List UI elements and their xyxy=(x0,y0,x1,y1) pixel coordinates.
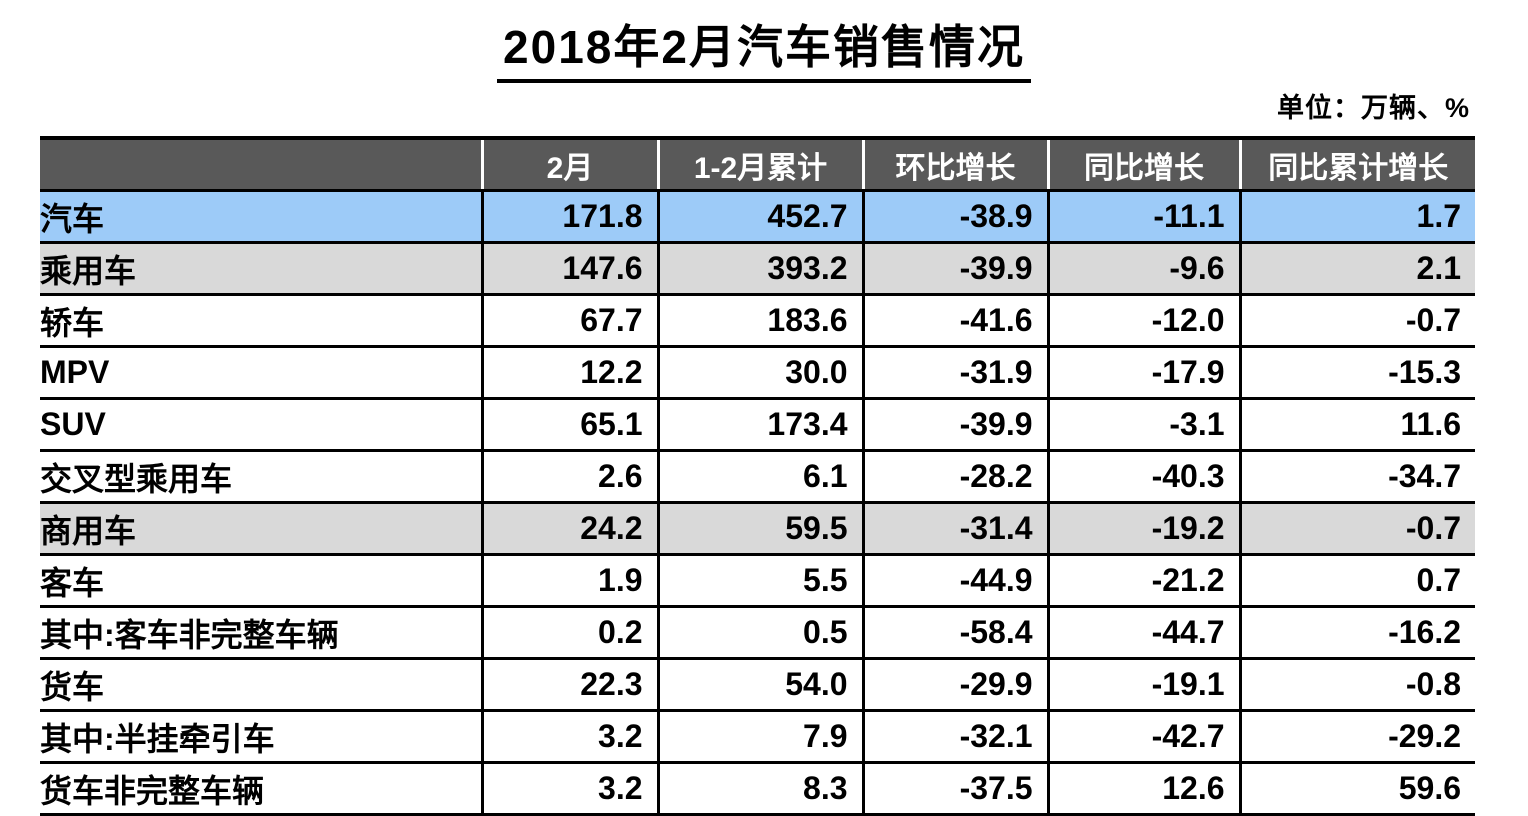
table-cell: -44.7 xyxy=(1046,606,1240,660)
row-label: 轿车 xyxy=(40,294,482,348)
table-row: 其中:半挂牵引车 3.2 7.9 -32.1 -42.7 -29.2 xyxy=(40,710,1475,764)
row-label: 货车 xyxy=(40,658,482,712)
table-cell: 0.7 xyxy=(1238,554,1475,608)
table-cell: 7.9 xyxy=(656,710,863,764)
column-header-jan-feb-total: 1-2月累计 xyxy=(656,136,863,192)
table-cell: -40.3 xyxy=(1046,450,1240,504)
page-title: 2018年2月汽车销售情况 xyxy=(497,22,1031,83)
table-row: 轿车 67.7 183.6 -41.6 -12.0 -0.7 xyxy=(40,294,1475,348)
table-row: 货车 22.3 54.0 -29.9 -19.1 -0.8 xyxy=(40,658,1475,712)
row-label: MPV xyxy=(40,346,482,400)
table-cell: -58.4 xyxy=(861,606,1048,660)
table-cell: 173.4 xyxy=(656,398,863,452)
table-cell: -11.1 xyxy=(1046,190,1240,244)
column-header-feb: 2月 xyxy=(480,136,658,192)
table-cell: 24.2 xyxy=(480,502,658,556)
table-cell: 0.2 xyxy=(480,606,658,660)
table-cell: 59.6 xyxy=(1238,762,1475,816)
row-label: 货车非完整车辆 xyxy=(40,762,482,816)
column-header-yoy-growth: 同比增长 xyxy=(1046,136,1240,192)
table-cell: 8.3 xyxy=(656,762,863,816)
table-row: 乘用车 147.6 393.2 -39.9 -9.6 2.1 xyxy=(40,242,1475,296)
table-row: 货车非完整车辆 3.2 8.3 -37.5 12.6 59.6 xyxy=(40,762,1475,816)
table-cell: 0.5 xyxy=(656,606,863,660)
unit-note: 单位：万辆、% xyxy=(1276,93,1470,123)
row-label: 客车 xyxy=(40,554,482,608)
table-cell: 147.6 xyxy=(480,242,658,296)
table-cell: -0.7 xyxy=(1238,502,1475,556)
table-cell: -37.5 xyxy=(861,762,1048,816)
table-cell: -15.3 xyxy=(1238,346,1475,400)
table-cell: 59.5 xyxy=(656,502,863,556)
column-header-category xyxy=(40,136,482,192)
table-cell: -9.6 xyxy=(1046,242,1240,296)
table-cell: 3.2 xyxy=(480,710,658,764)
table-cell: -17.9 xyxy=(1046,346,1240,400)
row-label: 交叉型乘用车 xyxy=(40,450,482,504)
table-cell: 65.1 xyxy=(480,398,658,452)
title-wrap: 2018年2月汽车销售情况 xyxy=(0,22,1528,83)
table-cell: 54.0 xyxy=(656,658,863,712)
table-cell: 11.6 xyxy=(1238,398,1475,452)
table-row: 其中:客车非完整车辆 0.2 0.5 -58.4 -44.7 -16.2 xyxy=(40,606,1475,660)
table-cell: -12.0 xyxy=(1046,294,1240,348)
table-cell: 3.2 xyxy=(480,762,658,816)
table-cell: -3.1 xyxy=(1046,398,1240,452)
table-cell: 12.2 xyxy=(480,346,658,400)
table-cell: -34.7 xyxy=(1238,450,1475,504)
table-row: 商用车 24.2 59.5 -31.4 -19.2 -0.7 xyxy=(40,502,1475,556)
table-cell: -31.9 xyxy=(861,346,1048,400)
column-header-mom-growth: 环比增长 xyxy=(861,136,1048,192)
table-cell: 30.0 xyxy=(656,346,863,400)
table-cell: -29.9 xyxy=(861,658,1048,712)
table-cell: 452.7 xyxy=(656,190,863,244)
table-cell: -38.9 xyxy=(861,190,1048,244)
table-cell: 183.6 xyxy=(656,294,863,348)
header-row: 2月 1-2月累计 环比增长 同比增长 同比累计增长 xyxy=(40,136,1475,192)
table-cell: 2.1 xyxy=(1238,242,1475,296)
table-row: 客车 1.9 5.5 -44.9 -21.2 0.7 xyxy=(40,554,1475,608)
sales-table: 2月 1-2月累计 环比增长 同比增长 同比累计增长 汽车 171.8 452.7-… xyxy=(40,136,1475,816)
table-cell: -32.1 xyxy=(861,710,1048,764)
table-cell: -44.9 xyxy=(861,554,1048,608)
table-cell: -28.2 xyxy=(861,450,1048,504)
row-label: 其中:半挂牵引车 xyxy=(40,710,482,764)
table-cell: -21.2 xyxy=(1046,554,1240,608)
column-header-yoy-cumulative-growth: 同比累计增长 xyxy=(1238,136,1475,192)
table-cell: -42.7 xyxy=(1046,710,1240,764)
row-label: SUV xyxy=(40,398,482,452)
row-label: 商用车 xyxy=(40,502,482,556)
table-cell: -29.2 xyxy=(1238,710,1475,764)
table-cell: -39.9 xyxy=(861,398,1048,452)
table-cell: -16.2 xyxy=(1238,606,1475,660)
table-cell: 1.9 xyxy=(480,554,658,608)
table-cell: 393.2 xyxy=(656,242,863,296)
table-row: MPV 12.2 30.0 -31.9 -17.9 -15.3 xyxy=(40,346,1475,400)
row-label: 乘用车 xyxy=(40,242,482,296)
table-cell: -0.8 xyxy=(1238,658,1475,712)
table-cell: 1.7 xyxy=(1238,190,1475,244)
table-cell: 22.3 xyxy=(480,658,658,712)
table-cell: -19.1 xyxy=(1046,658,1240,712)
table-cell: 67.7 xyxy=(480,294,658,348)
row-label: 汽车 xyxy=(40,190,482,244)
row-label: 其中:客车非完整车辆 xyxy=(40,606,482,660)
table-row: 交叉型乘用车 2.6 6.1 -28.2 -40.3 -34.7 xyxy=(40,450,1475,504)
table-row: 汽车 171.8 452.7 -38.9 -11.1 1.7 xyxy=(40,190,1475,244)
table-cell: -41.6 xyxy=(861,294,1048,348)
table-cell: -0.7 xyxy=(1238,294,1475,348)
table-row: SUV 65.1 173.4 -39.9 -3.1 11.6 xyxy=(40,398,1475,452)
table-cell: -19.2 xyxy=(1046,502,1240,556)
table-cell: 171.8 xyxy=(480,190,658,244)
table-cell: -39.9 xyxy=(861,242,1048,296)
table-cell: 2.6 xyxy=(480,450,658,504)
table-cell: 5.5 xyxy=(656,554,863,608)
table-cell: 12.6 xyxy=(1046,762,1240,816)
table-cell: 6.1 xyxy=(656,450,863,504)
table-cell: -31.4 xyxy=(861,502,1048,556)
